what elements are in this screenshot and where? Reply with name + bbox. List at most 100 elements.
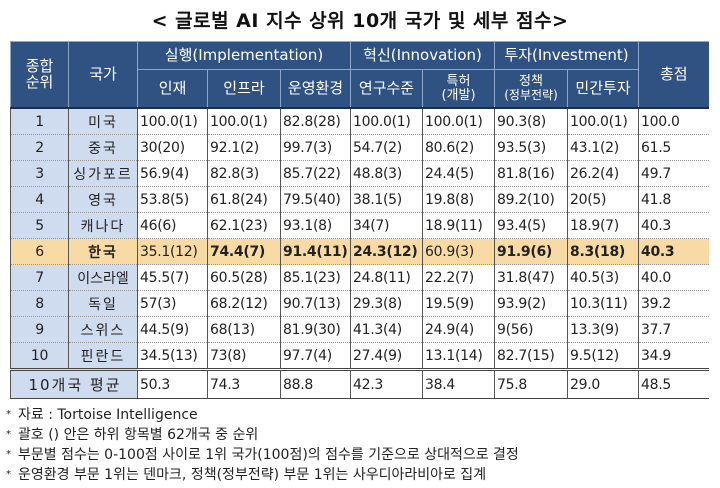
value-cell: 93.4(5) (494, 212, 569, 239)
rank-cell: 1 (10, 107, 69, 135)
header-research: 연구수준 (350, 69, 423, 109)
value-cell: 85.7(22) (280, 160, 351, 187)
value-cell: 31.8(47) (494, 264, 569, 291)
average-value: 38.4 (421, 368, 496, 399)
header-group-implementation: 실행(Implementation) (137, 41, 351, 70)
country-cell: 독일 (68, 290, 138, 317)
header-policy-line2: (정부전략) (504, 88, 558, 103)
header-infrastructure: 인프라 (207, 69, 281, 109)
footnotes: * 자료 : Tortoise Intelligence * 괄호 () 안은 하위… (6, 405, 519, 485)
header-rank: 종합 순위 (10, 41, 69, 109)
value-cell: 18.9(11) (421, 212, 496, 239)
total-cell: 61.5 (638, 134, 709, 161)
average-value: 88.8 (280, 368, 351, 399)
footnote-parentheses: * 괄호 () 안은 하위 항목별 62개국 중 순위 (6, 425, 519, 445)
total-cell: 49.7 (638, 160, 709, 187)
value-cell: 43.1(2) (567, 134, 640, 161)
rank-cell: 2 (10, 134, 69, 161)
value-cell: 93.9(2) (494, 290, 569, 317)
value-cell: 81.8(16) (494, 160, 569, 187)
asterisk-bullet-icon: * (6, 409, 11, 420)
value-cell: 79.5(40) (280, 186, 351, 213)
value-cell: 22.2(7) (421, 264, 496, 291)
average-value: 74.3 (207, 368, 281, 399)
total-cell: 40.3 (638, 212, 709, 239)
value-cell: 100.0(1) (421, 107, 496, 135)
value-cell: 90.7(13) (280, 290, 351, 317)
value-cell: 100.0(1) (207, 107, 281, 135)
value-cell: 24.9(4) (421, 316, 496, 343)
rank-cell: 4 (10, 186, 69, 213)
value-cell: 100.0(1) (137, 107, 208, 135)
value-cell: 45.5(7) (137, 264, 208, 291)
average-value: 75.8 (494, 368, 569, 399)
value-cell: 34.5(13) (137, 342, 208, 370)
country-cell: 중국 (68, 134, 138, 161)
footnote-text: 괄호 () 안은 하위 항목별 62개국 중 순위 (18, 427, 259, 443)
table-row: 10 핀란드 34.5(13) 73(8) 97.7(4) 27.4(9) 13… (10, 342, 709, 370)
header-country: 국가 (68, 41, 138, 109)
value-cell: 61.8(24) (207, 186, 281, 213)
value-cell: 68(13) (207, 316, 281, 343)
value-cell: 44.5(9) (137, 316, 208, 343)
value-cell: 100.0(1) (567, 107, 640, 135)
value-cell: 18.9(7) (567, 212, 640, 239)
rank-cell: 5 (10, 212, 69, 239)
value-cell: 24.4(5) (421, 160, 496, 187)
footnote-text: 운영환경 부문 1위는 덴마크, 정책(정부전략) 부문 1위는 사우디아라비아… (18, 467, 487, 483)
country-cell: 미국 (68, 107, 138, 135)
asterisk-bullet-icon: * (6, 449, 11, 460)
asterisk-bullet-icon: * (6, 429, 11, 440)
page-title: < 글로벌 AI 지수 상위 10개 국가 및 세부 점수> (151, 10, 569, 32)
rank-cell: 3 (10, 160, 69, 187)
country-cell: 영국 (68, 186, 138, 213)
value-cell: 73(8) (207, 342, 281, 370)
value-cell: 38.1(5) (350, 186, 423, 213)
value-cell: 93.1(8) (280, 212, 351, 239)
value-cell: 91.4(11) (280, 238, 351, 265)
header-patent-line2: (개발) (441, 87, 476, 103)
value-cell: 100.0(1) (350, 107, 423, 135)
value-cell: 13.1(14) (421, 342, 496, 370)
value-cell: 10.3(11) (567, 290, 640, 317)
country-cell: 캐나다 (68, 212, 138, 239)
footnote-top-countries: * 운영환경 부문 1위는 덴마크, 정책(정부전략) 부문 1위는 사우디아라비… (6, 465, 519, 485)
header-patent: 특허 (개발) (421, 69, 496, 109)
value-cell: 80.6(2) (421, 134, 496, 161)
average-value: 29.0 (567, 368, 640, 399)
value-cell: 27.4(9) (350, 342, 423, 370)
value-cell: 82.8(3) (207, 160, 281, 187)
value-cell: 85.1(23) (280, 264, 351, 291)
global-ai-index-table: 종합 순위 국가 실행(Implementation) 혁신(Innovatio… (10, 41, 709, 399)
country-cell: 이스라엘 (68, 264, 138, 291)
value-cell: 9(56) (494, 316, 569, 343)
value-cell: 57(3) (137, 290, 208, 317)
total-cell: 37.7 (638, 316, 709, 343)
footnote-score-basis: * 부문별 점수는 0-100점 사이로 1위 국가(100점)의 점수를 기준으… (6, 445, 519, 465)
average-row: 10개국 평균 50.3 74.3 88.8 42.3 38.4 75.8 29… (10, 368, 709, 399)
value-cell: 56.9(4) (137, 160, 208, 187)
header-policy: 정책 (정부전략) (494, 69, 569, 109)
header-policy-line1: 정책 (519, 74, 543, 90)
average-label: 10개국 평균 (10, 368, 138, 399)
value-cell: 54.7(2) (350, 134, 423, 161)
value-cell: 92.1(2) (207, 134, 281, 161)
country-cell: 핀란드 (68, 342, 138, 370)
value-cell: 19.5(9) (421, 290, 496, 317)
value-cell: 48.8(3) (350, 160, 423, 187)
header-talent: 인재 (137, 69, 208, 109)
header-private-investment: 민간투자 (567, 69, 640, 109)
value-cell: 40.5(3) (567, 264, 640, 291)
total-cell: 39.2 (638, 290, 709, 317)
header-total: 총점 (638, 41, 709, 109)
country-cell: 스위스 (68, 316, 138, 343)
value-cell: 35.1(12) (137, 238, 208, 265)
country-cell: 한국 (68, 238, 138, 265)
table-row: 3 싱가포르 56.9(4) 82.8(3) 85.7(22) 48.8(3) … (10, 160, 709, 187)
value-cell: 60.5(28) (207, 264, 281, 291)
country-cell: 싱가포르 (68, 160, 138, 187)
value-cell: 29.3(8) (350, 290, 423, 317)
value-cell: 60.9(3) (421, 238, 496, 265)
value-cell: 93.5(3) (494, 134, 569, 161)
rank-cell: 6 (10, 238, 69, 265)
